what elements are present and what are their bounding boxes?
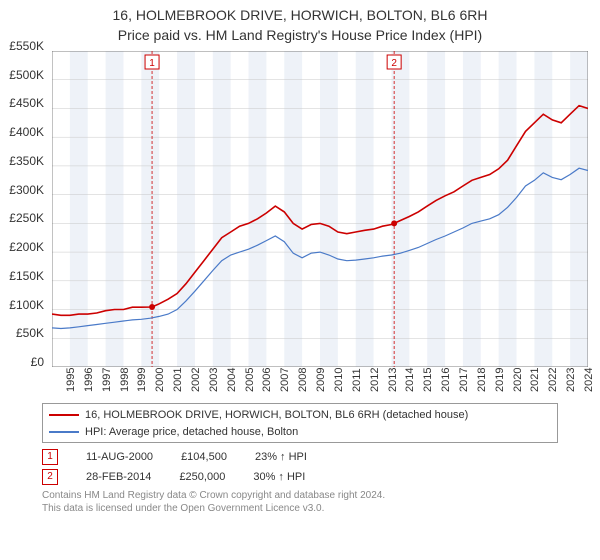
x-tick-label: 1997	[101, 368, 113, 392]
y-tick-label: £450K	[0, 96, 44, 110]
sale-date: 11-AUG-2000	[86, 451, 153, 463]
sale-pct: 23% ↑ HPI	[255, 451, 307, 463]
legend-label-1: 16, HOLMEBROOK DRIVE, HORWICH, BOLTON, B…	[85, 407, 468, 424]
x-tick-label: 1996	[83, 368, 95, 392]
svg-text:2: 2	[391, 58, 397, 69]
x-tick-label: 2006	[261, 368, 273, 392]
x-tick-label: 2012	[369, 368, 381, 392]
legend-item-2: HPI: Average price, detached house, Bolt…	[49, 424, 551, 441]
sales-list: 1 11-AUG-2000 £104,500 23% ↑ HPI 2 28-FE…	[42, 447, 558, 487]
y-tick-label: £200K	[0, 240, 44, 254]
x-tick-label: 2002	[190, 368, 202, 392]
y-tick-label: £500K	[0, 68, 44, 82]
chart-container: 16, HOLMEBROOK DRIVE, HORWICH, BOLTON, B…	[0, 0, 600, 560]
title-address: 16, HOLMEBROOK DRIVE, HORWICH, BOLTON, B…	[0, 6, 600, 26]
y-tick-label: £50K	[0, 326, 44, 340]
legend-item-1: 16, HOLMEBROOK DRIVE, HORWICH, BOLTON, B…	[49, 407, 551, 424]
chart-svg: 12	[52, 51, 588, 367]
x-tick-label: 2014	[404, 368, 416, 392]
x-tick-label: 2024	[583, 368, 595, 392]
footer-line-1: Contains HM Land Registry data © Crown c…	[42, 489, 558, 502]
sale-row: 1 11-AUG-2000 £104,500 23% ↑ HPI	[42, 447, 558, 467]
title-subtitle: Price paid vs. HM Land Registry's House …	[0, 26, 600, 46]
footer: Contains HM Land Registry data © Crown c…	[42, 489, 558, 515]
x-tick-label: 2022	[547, 368, 559, 392]
x-tick-label: 2015	[422, 368, 434, 392]
sale-price: £250,000	[179, 471, 225, 483]
y-tick-label: £300K	[0, 183, 44, 197]
y-tick-label: £350K	[0, 154, 44, 168]
x-tick-label: 2004	[226, 368, 238, 392]
legend-swatch-2	[49, 431, 79, 433]
x-tick-label: 2023	[565, 368, 577, 392]
x-tick-label: 2003	[208, 368, 220, 392]
chart-title: 16, HOLMEBROOK DRIVE, HORWICH, BOLTON, B…	[0, 0, 600, 45]
legend-swatch-1	[49, 414, 79, 416]
sale-price: £104,500	[181, 451, 227, 463]
x-tick-label: 2000	[154, 368, 166, 392]
sale-date: 28-FEB-2014	[86, 471, 151, 483]
x-tick-label: 1999	[136, 368, 148, 392]
below-chart: 16, HOLMEBROOK DRIVE, HORWICH, BOLTON, B…	[0, 403, 600, 515]
x-tick-label: 2010	[333, 368, 345, 392]
y-tick-label: £550K	[0, 39, 44, 53]
sale-row: 2 28-FEB-2014 £250,000 30% ↑ HPI	[42, 467, 558, 487]
y-tick-label: £250K	[0, 211, 44, 225]
x-tick-label: 2009	[315, 368, 327, 392]
legend: 16, HOLMEBROOK DRIVE, HORWICH, BOLTON, B…	[42, 403, 558, 443]
x-tick-label: 2005	[244, 368, 256, 392]
y-tick-label: £150K	[0, 269, 44, 283]
x-tick-label: 1995	[65, 368, 77, 392]
x-tick-label: 2013	[387, 368, 399, 392]
y-tick-label: £100K	[0, 298, 44, 312]
sale-marker-1: 1	[42, 449, 58, 465]
x-tick-label: 2018	[476, 368, 488, 392]
sale-pct: 30% ↑ HPI	[253, 471, 305, 483]
x-tick-label: 1998	[119, 368, 131, 392]
svg-text:1: 1	[149, 58, 155, 69]
x-tick-label: 2017	[458, 368, 470, 392]
x-tick-label: 2001	[172, 368, 184, 392]
sale-marker-2: 2	[42, 469, 58, 485]
legend-label-2: HPI: Average price, detached house, Bolt…	[85, 424, 298, 441]
x-tick-label: 2011	[351, 368, 363, 392]
footer-line-2: This data is licensed under the Open Gov…	[42, 502, 558, 515]
x-tick-label: 2019	[494, 368, 506, 392]
x-tick-label: 2016	[440, 368, 452, 392]
x-tick-label: 2020	[512, 368, 524, 392]
y-tick-label: £0	[0, 355, 44, 369]
y-tick-label: £400K	[0, 125, 44, 139]
x-tick-label: 2007	[279, 368, 291, 392]
plot-area: 12	[52, 51, 588, 367]
x-tick-label: 2021	[529, 368, 541, 392]
x-tick-label: 2008	[297, 368, 309, 392]
